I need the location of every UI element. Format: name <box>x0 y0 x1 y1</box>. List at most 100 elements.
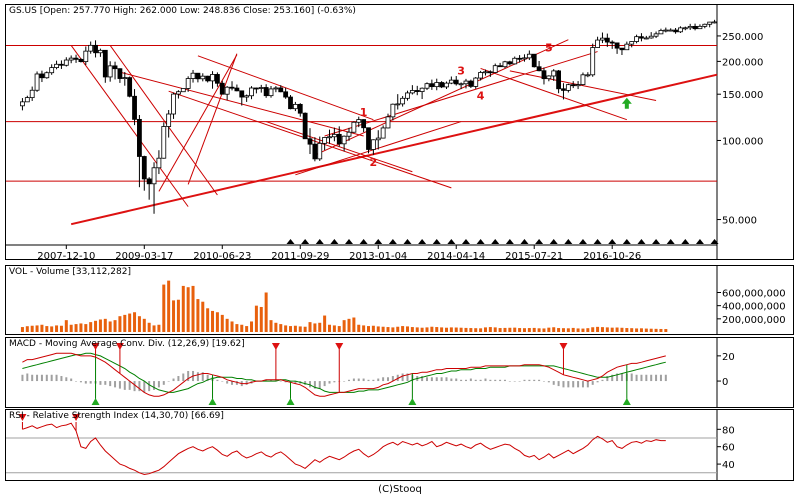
candle-body <box>385 116 391 129</box>
copyright-footer: (C)Stooq <box>378 484 422 495</box>
candle-body <box>619 47 625 51</box>
candle-body <box>302 112 308 140</box>
volume-bar <box>274 322 278 332</box>
candle-body <box>288 96 293 110</box>
candle-body <box>609 41 615 44</box>
volume-bar <box>630 328 634 332</box>
candle-body <box>405 92 410 99</box>
price-y-tick-label: 150.000 <box>722 90 763 101</box>
volume-bar <box>605 327 609 332</box>
volume-bar <box>264 292 268 332</box>
macd-buy-marker <box>408 398 417 405</box>
candle-body <box>161 126 167 159</box>
candle-body <box>444 82 449 88</box>
candle-body <box>453 79 459 85</box>
volume-bar <box>410 327 414 332</box>
signal-triangle <box>505 239 514 244</box>
volume-bar <box>328 324 332 332</box>
candle-body <box>268 88 274 97</box>
volume-bar <box>45 326 49 332</box>
volume-bar <box>376 326 380 332</box>
volume-bar <box>498 328 502 332</box>
macd-histogram-bar <box>45 374 48 382</box>
candle-body <box>507 61 513 65</box>
candle-body <box>478 72 484 79</box>
macd-histogram-bar <box>421 376 424 382</box>
macd-histogram-bar <box>235 381 238 385</box>
macd-histogram-bar <box>167 381 170 382</box>
volume-bar <box>220 314 224 332</box>
macd-histogram-bar <box>157 381 160 388</box>
macd-histogram-bar <box>489 379 492 382</box>
volume-bar <box>396 326 400 332</box>
macd-histogram-bar <box>109 381 112 387</box>
candle-body <box>336 133 342 145</box>
macd-histogram-bar <box>664 374 667 382</box>
wave-label: 5 <box>545 42 553 55</box>
macd-histogram-bar <box>294 381 297 384</box>
volume-bar <box>191 285 195 332</box>
candle-body <box>380 127 386 139</box>
candle-body <box>20 101 25 107</box>
macd-histogram-bar <box>547 381 550 383</box>
candle-body <box>648 35 654 39</box>
macd-sell-marker <box>335 343 344 350</box>
candle-body <box>707 21 713 25</box>
candle-body <box>263 87 269 97</box>
macd-sell-marker <box>91 343 100 350</box>
wave-label: 2 <box>370 156 378 169</box>
volume-bar <box>600 327 604 332</box>
volume-bar <box>318 322 322 332</box>
volume-bar <box>552 327 556 332</box>
macd-histogram-bar <box>265 379 268 382</box>
macd-histogram-bar <box>635 374 638 382</box>
candle-body <box>541 70 547 80</box>
volume-bar <box>279 324 283 332</box>
volume-bar <box>459 327 463 332</box>
volume-bar <box>596 326 600 332</box>
volume-bar <box>352 317 356 332</box>
macd-histogram-bar <box>538 379 541 382</box>
signal-triangle <box>432 239 441 244</box>
volume-bar <box>250 321 254 332</box>
volume-bar <box>503 327 507 332</box>
macd-histogram-bar <box>89 381 92 384</box>
candle-body <box>546 75 552 80</box>
candle-body <box>580 74 586 85</box>
candle-body <box>697 25 703 30</box>
volume-bar <box>89 322 93 332</box>
macd-histogram-bar <box>60 376 63 382</box>
macd-histogram-bar <box>362 378 365 382</box>
volume-bar <box>537 328 541 332</box>
trend-channel-line <box>480 67 627 121</box>
macd-histogram-bar <box>391 376 394 382</box>
signal-triangle <box>374 239 383 244</box>
macd-histogram-bar <box>196 372 199 382</box>
candle-body <box>322 137 328 144</box>
candle-body <box>375 137 381 141</box>
macd-histogram-bar <box>304 381 307 385</box>
candle-body <box>439 82 445 88</box>
volume-bar <box>201 301 205 332</box>
candle-body <box>122 77 128 80</box>
macd-histogram-bar <box>323 381 326 387</box>
macd-histogram-bar <box>503 379 506 382</box>
signal-triangle <box>666 239 675 244</box>
macd-histogram-bar <box>153 381 156 390</box>
macd-histogram-bar <box>518 381 521 382</box>
macd-histogram-bar <box>162 381 165 385</box>
volume-panel-title: VOL - Volume [33,112,282] <box>9 267 131 277</box>
signal-triangle <box>301 239 310 244</box>
candle-body <box>692 25 698 30</box>
macd-histogram-bar <box>479 379 482 382</box>
candle-body <box>249 87 254 97</box>
volume-bar <box>303 326 307 332</box>
candle-body <box>473 77 479 87</box>
rsi-y-tick-label: 40 <box>722 460 735 471</box>
macd-buy-marker <box>286 398 295 405</box>
macd-histogram-bar <box>352 378 355 382</box>
candle-body <box>39 73 45 79</box>
macd-histogram-bar <box>201 372 204 382</box>
volume-bar <box>391 327 395 332</box>
volume-bar <box>298 326 302 332</box>
